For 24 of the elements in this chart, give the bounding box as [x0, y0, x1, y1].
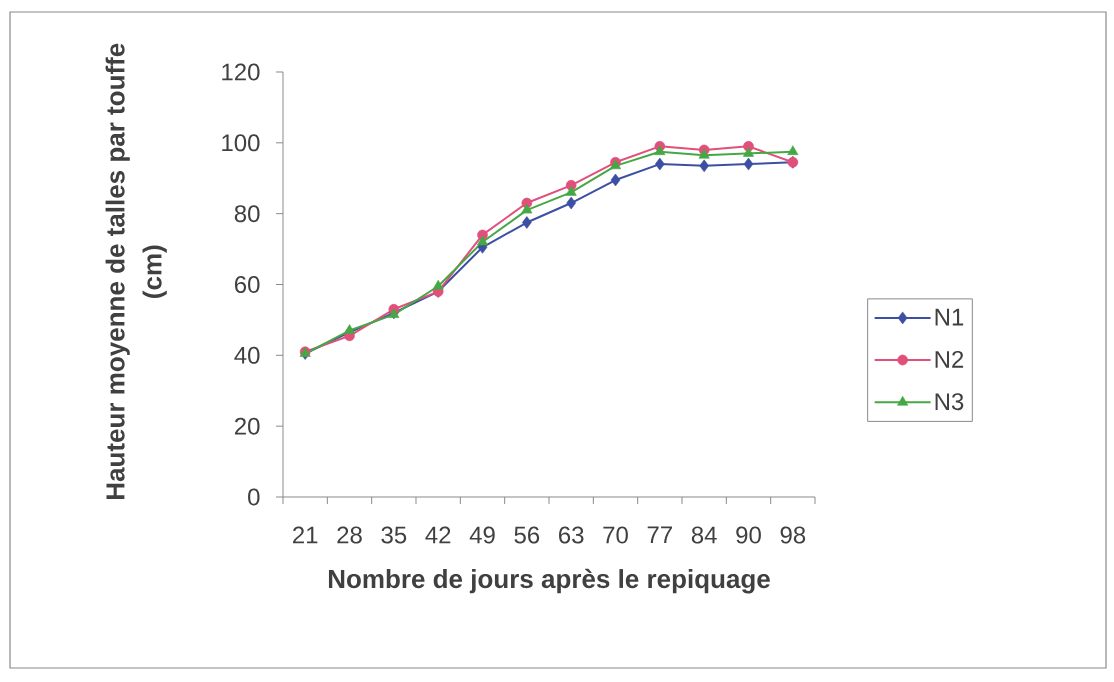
x-tick-label: 90: [736, 526, 761, 544]
x-tick-label: 56: [514, 526, 540, 544]
x-tick-label: 42: [425, 526, 451, 544]
x-tick-label: 70: [603, 526, 628, 544]
legend-label: N3: [935, 393, 964, 411]
x-tick-label: 84: [691, 526, 717, 544]
y-tick-label: 20: [234, 417, 260, 435]
x-tick-label: 77: [647, 526, 672, 544]
x-axis-title: Nombre de jours après le repiquage: [328, 568, 770, 594]
legend-label: N1: [935, 308, 964, 326]
x-tick-label: 28: [337, 526, 362, 544]
y-tick-label: 100: [222, 134, 260, 152]
x-tick-label: 35: [381, 526, 407, 544]
x-tick-label: 98: [780, 526, 806, 544]
legend-label: N2: [935, 350, 964, 368]
y-tick-label: 40: [234, 346, 260, 364]
x-tick-label: 49: [469, 526, 495, 544]
y-tick-label: 80: [234, 205, 260, 223]
x-tick-label: 21: [293, 526, 318, 544]
y-tick-label: 120: [222, 63, 260, 81]
y-axis-title: Hauteur moyenne de talles par touffe (cm): [105, 43, 167, 499]
y-tick-label: 0: [248, 488, 260, 506]
x-tick-label: 63: [559, 526, 584, 544]
y-tick-label: 60: [235, 276, 260, 293]
